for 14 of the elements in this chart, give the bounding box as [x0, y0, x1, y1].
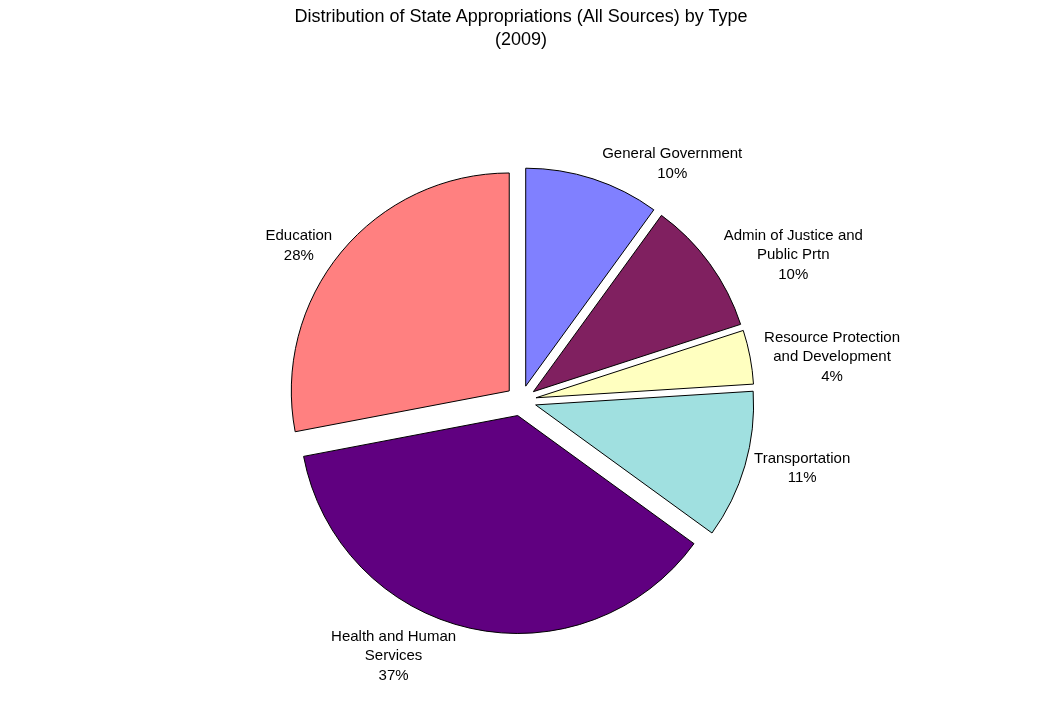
slice-label: Health and Human Services: [331, 626, 457, 664]
data-label: 10%: [778, 264, 809, 282]
slice-label: Education: [265, 226, 333, 244]
slice-label: General Government: [602, 144, 744, 162]
chart-title: Distribution of State Appropriations (All Sources) by Type: [294, 5, 748, 26]
data-label: 11%: [787, 468, 817, 486]
data-label: 28%: [283, 245, 314, 263]
chart-subtitle: (2009): [494, 28, 548, 49]
slice-label: Resource Protection and Development: [764, 327, 900, 365]
data-label: 4%: [821, 366, 843, 384]
slice-label: Admin of Justice and Public Prtn: [723, 225, 863, 263]
data-label: 37%: [378, 665, 409, 683]
data-label: 10%: [657, 163, 688, 181]
slice-label: Transportation: [754, 448, 851, 466]
